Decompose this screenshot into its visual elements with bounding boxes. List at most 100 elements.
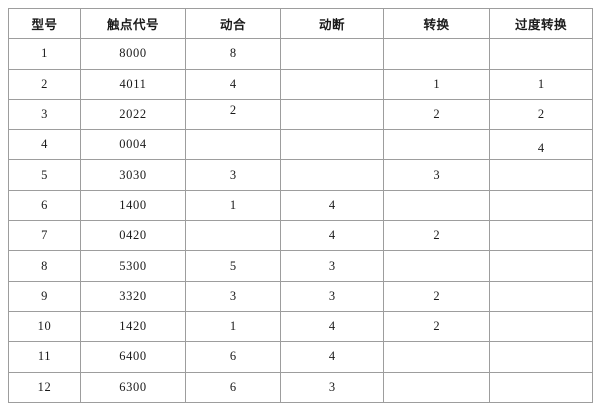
cell-co: 3 <box>383 159 490 191</box>
cell-model: 4 <box>8 129 81 161</box>
cell-no: 6 <box>185 341 281 373</box>
cell-lco: 2 <box>489 98 593 131</box>
cell-co: 2 <box>383 98 490 131</box>
table-row: 6 1400 1 4 <box>8 189 593 222</box>
cell-value: 6 <box>229 379 237 394</box>
cell-value: 3 <box>328 258 336 273</box>
cell-nc: 4 <box>280 220 384 252</box>
cell-value: 8 <box>41 258 48 273</box>
table-row: 12 6300 6 3 <box>8 371 593 403</box>
header-row: 型号 触点代号 动合 动断 转换 过度转换 <box>8 7 593 40</box>
cell-lco <box>489 310 593 343</box>
cell-model: 6 <box>8 189 81 222</box>
cell-value: 5300 <box>119 258 147 273</box>
cell-value: 10 <box>37 319 52 334</box>
table-body: 1 8000 8 2 4011 4 1 1 3 2022 2 2 2 4 0004 4 5 3030 3 3 6 1400… <box>8 38 593 403</box>
cell-value: 1 <box>537 76 545 91</box>
cell-value: 4 <box>328 197 336 212</box>
cell-code: 3030 <box>80 159 186 191</box>
cell-value: 4 <box>328 349 336 364</box>
cell-value: 9 <box>41 288 48 303</box>
cell-code: 3320 <box>80 280 186 312</box>
cell-value: 4 <box>328 228 336 243</box>
cell-model: 10 <box>8 310 81 343</box>
cell-model: 9 <box>8 280 81 312</box>
cell-value: 3 <box>328 379 336 394</box>
cell-no <box>185 220 281 252</box>
cell-code: 0420 <box>80 220 186 252</box>
cell-code: 2022 <box>80 98 186 131</box>
column-header-model: 型号 <box>8 7 81 40</box>
cell-code: 5300 <box>80 250 186 282</box>
cell-no: 1 <box>185 189 281 222</box>
cell-nc <box>280 129 384 161</box>
cell-nc <box>280 159 384 191</box>
cell-co <box>383 129 490 161</box>
cell-value: 3 <box>229 167 237 182</box>
cell-nc: 3 <box>280 371 384 403</box>
cell-value: 8 <box>229 46 237 61</box>
cell-value: 1 <box>41 46 48 61</box>
cell-value: 4 <box>41 137 48 152</box>
cell-value: 2 <box>41 76 48 91</box>
cell-value: 4 <box>229 76 237 91</box>
cell-model: 3 <box>8 98 81 131</box>
table-row: 8 5300 5 3 <box>8 250 593 282</box>
cell-lco <box>489 220 593 252</box>
column-header-no: 动合 <box>185 7 281 40</box>
cell-value: 0004 <box>119 137 147 152</box>
cell-nc: 3 <box>280 280 384 312</box>
table-row: 1 8000 8 <box>8 38 593 70</box>
cell-value: 1 <box>433 76 440 91</box>
cell-code: 0004 <box>80 129 186 161</box>
cell-model: 1 <box>8 38 81 70</box>
cell-lco: 4 <box>489 129 593 161</box>
cell-value: 2 <box>433 228 440 243</box>
column-header-co: 转换 <box>383 7 490 40</box>
table-row: 11 6400 6 4 <box>8 341 593 373</box>
cell-value: 2022 <box>119 107 147 122</box>
cell-model: 12 <box>8 371 81 403</box>
cell-code: 4011 <box>80 68 186 100</box>
cell-code: 1400 <box>80 189 186 222</box>
cell-no: 3 <box>185 280 281 312</box>
cell-lco <box>489 280 593 312</box>
cell-code: 6300 <box>80 371 186 403</box>
cell-value: 3 <box>328 288 336 303</box>
table-row: 10 1420 1 4 2 <box>8 310 593 343</box>
cell-co <box>383 341 490 373</box>
cell-co <box>383 189 490 222</box>
cell-value: 3 <box>41 107 48 122</box>
cell-co: 1 <box>383 68 490 100</box>
cell-value: 1420 <box>119 319 147 334</box>
cell-no: 3 <box>185 159 281 191</box>
cell-value: 6 <box>41 197 48 212</box>
cell-co: 2 <box>383 220 490 252</box>
cell-no: 4 <box>185 68 281 100</box>
cell-value: 2 <box>433 288 440 303</box>
column-header-lco: 过度转换 <box>489 7 593 40</box>
cell-nc: 3 <box>280 250 384 282</box>
cell-value: 2 <box>229 103 237 118</box>
cell-model: 5 <box>8 159 81 191</box>
table-row: 7 0420 4 2 <box>8 220 593 252</box>
cell-value: 6300 <box>119 379 147 394</box>
table-row: 3 2022 2 2 2 <box>8 98 593 131</box>
table-row: 9 3320 3 3 2 <box>8 280 593 312</box>
cell-value: 2 <box>433 107 440 122</box>
cell-model: 11 <box>8 341 81 373</box>
cell-co: 2 <box>383 280 490 312</box>
cell-value: 7 <box>41 228 48 243</box>
cell-no: 8 <box>185 38 281 70</box>
cell-lco <box>489 371 593 403</box>
cell-model: 2 <box>8 68 81 100</box>
table-header: 型号 触点代号 动合 动断 转换 过度转换 <box>8 7 593 40</box>
cell-value: 0420 <box>119 228 147 243</box>
cell-value: 6 <box>229 349 237 364</box>
cell-code: 6400 <box>80 341 186 373</box>
cell-lco <box>489 159 593 191</box>
column-header-nc: 动断 <box>280 7 384 40</box>
cell-lco <box>489 250 593 282</box>
table-row: 4 0004 4 <box>8 129 593 161</box>
